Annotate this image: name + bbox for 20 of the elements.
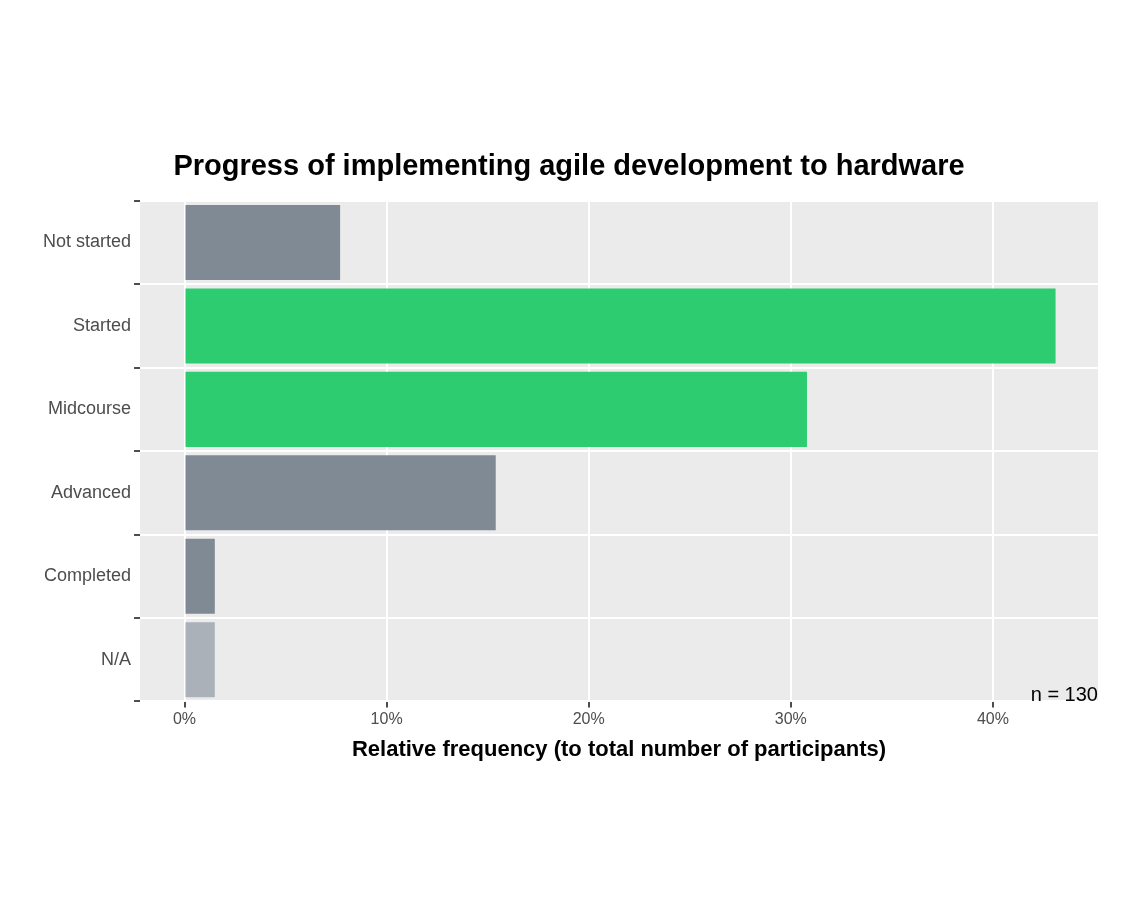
annotation: n = 130 (1030, 682, 1098, 705)
x-tick-label: 0% (172, 710, 197, 728)
y-tick-label: Midcourse (48, 398, 132, 419)
y-tick-label: Started (72, 314, 132, 335)
y-tick-label: N/A (101, 648, 132, 669)
bar (185, 288, 1056, 364)
y-tick-label: Advanced (50, 481, 132, 502)
x-axis-title: Relative frequency (to total number of participants) (351, 735, 887, 761)
bar (185, 538, 215, 614)
x-tick-label: 10% (370, 710, 403, 728)
bar (185, 455, 496, 531)
chart-title: Progress of implementing agile development to hardware (173, 149, 965, 182)
x-tick-label: 40% (976, 710, 1009, 728)
x-tick-label: 20% (572, 710, 605, 728)
bar (185, 371, 807, 447)
x-tick-label: 30% (774, 710, 807, 728)
bar (185, 204, 341, 281)
y-tick-label: Completed (43, 565, 132, 586)
y-tick-label: Not started (42, 231, 132, 252)
bar (185, 622, 215, 698)
